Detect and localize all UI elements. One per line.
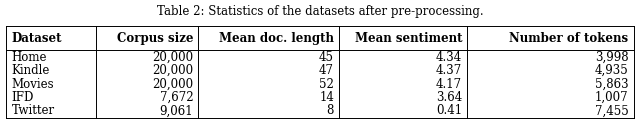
Text: 20,000: 20,000 [152, 78, 193, 90]
Text: 14: 14 [319, 91, 334, 104]
Text: Corpus size: Corpus size [116, 32, 193, 45]
Text: 4,935: 4,935 [595, 64, 628, 77]
Text: 3.64: 3.64 [436, 91, 462, 104]
Text: Kindle: Kindle [12, 64, 50, 77]
Text: 20,000: 20,000 [152, 51, 193, 64]
Text: 52: 52 [319, 78, 334, 90]
Text: Twitter: Twitter [12, 104, 54, 117]
Text: Home: Home [12, 51, 47, 64]
Text: Number of tokens: Number of tokens [509, 32, 628, 45]
Text: IFD: IFD [12, 91, 34, 104]
Text: 4.37: 4.37 [436, 64, 462, 77]
Text: Table 2: Statistics of the datasets after pre-processing.: Table 2: Statistics of the datasets afte… [157, 5, 483, 18]
Text: 0.41: 0.41 [436, 104, 462, 117]
Text: 47: 47 [319, 64, 334, 77]
Text: 8: 8 [326, 104, 334, 117]
Text: 7,455: 7,455 [595, 104, 628, 117]
Text: 20,000: 20,000 [152, 64, 193, 77]
Text: 9,061: 9,061 [159, 104, 193, 117]
Text: 5,863: 5,863 [595, 78, 628, 90]
Text: Mean doc. length: Mean doc. length [219, 32, 334, 45]
Text: 4.34: 4.34 [436, 51, 462, 64]
Text: 1,007: 1,007 [595, 91, 628, 104]
Text: 45: 45 [319, 51, 334, 64]
Text: 4.17: 4.17 [436, 78, 462, 90]
Text: Movies: Movies [12, 78, 54, 90]
Text: 7,672: 7,672 [159, 91, 193, 104]
Text: Mean sentiment: Mean sentiment [355, 32, 462, 45]
Text: 3,998: 3,998 [595, 51, 628, 64]
Text: Dataset: Dataset [12, 32, 62, 45]
